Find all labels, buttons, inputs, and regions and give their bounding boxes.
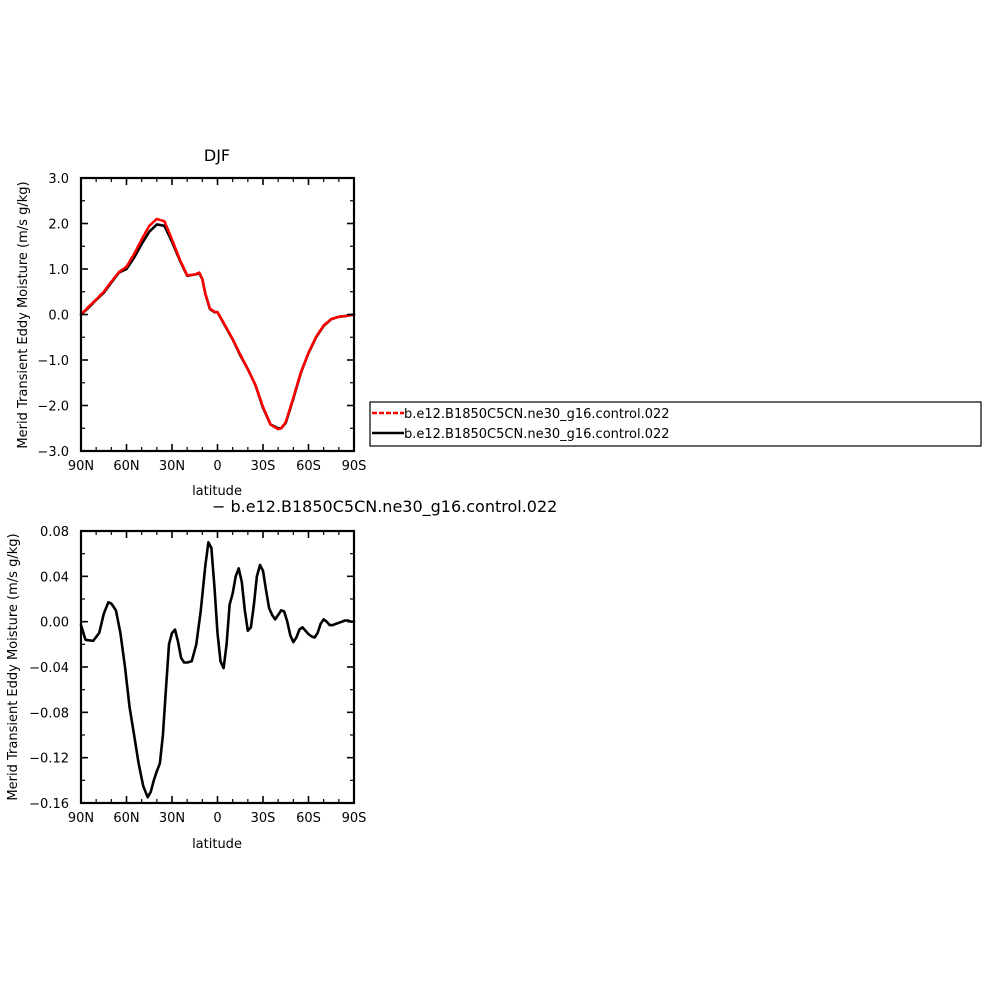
series-group-bottom (79, 541, 356, 799)
bottom-y-tick-label: −0.04 (29, 661, 69, 676)
top-x-tick-label: 90N (68, 459, 94, 474)
bottom-x-tick-label: 60S (296, 811, 321, 826)
top-series-line-red (79, 217, 356, 431)
bottom-x-tick-label: 30N (159, 811, 185, 826)
bottom-y-tick-label: 0.04 (40, 570, 69, 585)
top-y-tick-label: 3.0 (48, 172, 69, 187)
bottom-y-tick-label: −0.16 (29, 797, 69, 812)
legend: b.e12.B1850C5CN.ne30_g16.control.022 b.e… (369, 401, 982, 447)
x-axis-label-bottom: latitude (192, 837, 242, 852)
bottom-x-tick-label: 90S (342, 811, 367, 826)
y-axis-label-bottom: Merid Transient Eddy Moisture (m/s g/kg) (6, 533, 21, 800)
legend-entry-1: b.e12.B1850C5CN.ne30_g16.control.022 (404, 407, 670, 422)
bottom-y-tick-label: −0.12 (29, 752, 69, 767)
chart-title-bottom: − b.e12.B1850C5CN.ne30_g16.control.022 (212, 497, 557, 517)
top-x-tick-label: 0 (213, 459, 221, 474)
bottom-series-line-black (79, 541, 356, 799)
bottom-x-tick-label: 90N (68, 811, 94, 826)
panel-top-plot: DJF 90N 60N 30N 0 30S 60S 90S 3.0 2.0 1.0 0.0 −1.0 −… (16, 146, 366, 499)
top-x-tick-label: 90S (342, 459, 367, 474)
bottom-x-tick-label: 0 (213, 811, 221, 826)
top-x-tick-label: 30S (251, 459, 276, 474)
top-x-tick-label: 30N (159, 459, 185, 474)
legend-entry-2: b.e12.B1850C5CN.ne30_g16.control.022 (404, 427, 670, 442)
top-y-tick-label: −2.0 (37, 400, 69, 415)
top-y-tick-label: −1.0 (37, 354, 69, 369)
top-y-tick-label: −3.0 (37, 445, 69, 460)
chart-title-top: DJF (204, 146, 230, 165)
bottom-x-tick-label: 60N (113, 811, 139, 826)
top-x-tick-label: 60S (296, 459, 321, 474)
panel-bottom-plot: − b.e12.B1850C5CN.ne30_g16.control.022 9… (6, 497, 557, 852)
bottom-y-tick-label: −0.08 (29, 706, 69, 721)
plot-frame-bottom (79, 529, 356, 805)
top-y-tick-label: 2.0 (48, 218, 69, 233)
y-axis-label-top: Merid Transient Eddy Moisture (m/s g/kg) (16, 181, 31, 448)
legend-box (369, 401, 982, 447)
series-group-top (79, 217, 356, 431)
bottom-y-tick-label: 0.00 (40, 616, 69, 631)
top-y-tick-label: 1.0 (48, 263, 69, 278)
bottom-x-tick-label: 30S (251, 811, 276, 826)
bottom-y-tick-label: 0.08 (40, 525, 69, 540)
top-x-tick-label: 60N (113, 459, 139, 474)
x-axis-label-top: latitude (192, 484, 242, 499)
axis-ticks-bottom: 90N 60N 30N 0 30S 60S 90S 0.08 0.04 0.00 −0.04 −0.0… (29, 525, 366, 826)
axis-ticks-top: 90N 60N 30N 0 30S 60S 90S 3.0 2.0 1.0 0.0 −1.0 −2.0 −… (37, 172, 366, 474)
top-series-line-black (79, 223, 356, 430)
top-y-tick-label: 0.0 (48, 309, 69, 324)
